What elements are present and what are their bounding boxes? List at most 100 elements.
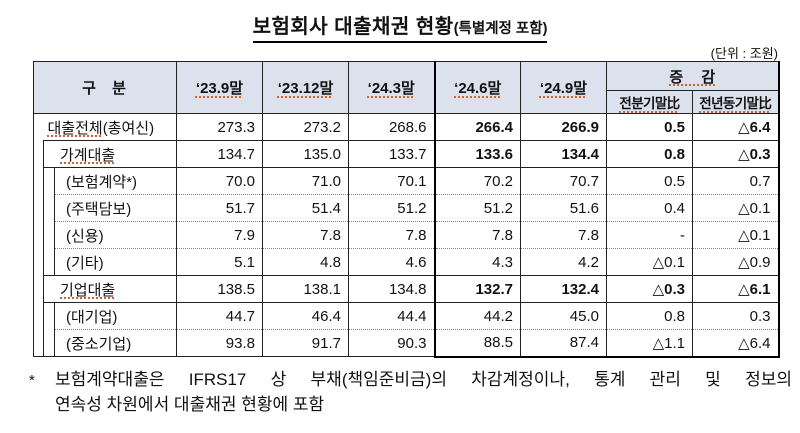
value-cell: - [606, 221, 693, 249]
value-cell: 7.8 [262, 221, 349, 249]
indent-cell [43, 167, 55, 276]
value-cell: 0.5 [606, 167, 693, 195]
row-label: (주택담보) [54, 194, 177, 222]
row-label: (보험계약*) [54, 167, 177, 195]
value-cell: 51.2 [433, 194, 521, 222]
value-cell: 134.7 [176, 140, 263, 168]
value-cell: 134.8 [348, 275, 435, 303]
value-cell: 51.4 [262, 194, 349, 222]
unit-label: (단위 : 조원) [710, 46, 778, 61]
value-cell: 0.3 [692, 302, 780, 330]
value-cell: 138.5 [176, 275, 263, 303]
value-cell: 51.2 [348, 194, 435, 222]
value-cell: 133.6 [433, 140, 521, 168]
value-cell: 4.3 [433, 248, 521, 276]
value-cell: 268.6 [348, 113, 435, 141]
row-total: 대출전체(총여신) 273.3 273.2 268.6 266.4 266.9 … [33, 113, 780, 141]
loan-table-wrap: 구 분 ‘23.9말 ‘23.12말 ‘24.3말 ‘24.6말 ‘24.9말 … [33, 61, 780, 358]
header-change-group: 증 감 [606, 61, 780, 91]
row-insurance-contract: (보험계약*) 70.0 71.0 70.1 70.2 70.7 0.5 0.7 [34, 167, 780, 276]
value-cell: 7.9 [176, 221, 263, 249]
value-cell: 44.7 [176, 302, 263, 330]
value-cell: △6.4 [692, 329, 780, 358]
value-cell: 70.1 [348, 167, 435, 195]
title-underline: 보험회사 대출채권 현황(특별계정 포함) [252, 10, 548, 43]
value-cell: 266.9 [520, 113, 607, 141]
header-period-24-3: ‘24.3말 [348, 61, 435, 114]
footnote: * 보험계약대출은 IFRS17 상 부채(책임준비금)의 차감계정이나, 통계… [29, 367, 792, 417]
value-cell: 133.7 [348, 140, 435, 168]
value-cell: △0.1 [692, 221, 780, 249]
value-cell: 132.4 [520, 275, 607, 303]
value-cell: 0.8 [606, 302, 693, 330]
footnote-text: 보험계약대출은 IFRS17 상 부채(책임준비금)의 차감계정이나, 통계 관… [55, 367, 792, 417]
value-cell: 5.1 [176, 248, 263, 276]
indent-cell [33, 140, 44, 357]
row-label: 가계대출 [43, 140, 177, 168]
page-title: 보험회사 대출채권 현황(특별계정 포함) [0, 10, 800, 43]
row-large-corp: (대기업) 44.7 46.4 44.4 44.2 45.0 0.8 0.3 [34, 302, 780, 357]
value-cell: 0.5 [606, 113, 693, 141]
header-period-24-6: ‘24.6말 [433, 61, 521, 114]
row-mortgage: (주택담보) 51.7 51.4 51.2 51.2 51.6 0.4 △0.1 [34, 194, 780, 222]
footnote-marker: * [29, 372, 35, 389]
row-label: (기타) [54, 248, 177, 276]
row-label: (신용) [54, 221, 177, 249]
row-label: (대기업) [54, 302, 177, 330]
header-change-qoq: 전분기말比 [606, 90, 693, 114]
value-cell: △0.1 [692, 194, 780, 222]
value-cell: 134.4 [520, 140, 607, 168]
value-cell: 135.0 [262, 140, 349, 168]
value-cell: △6.4 [692, 113, 780, 141]
indent-cell [33, 113, 44, 141]
row-credit: (신용) 7.9 7.8 7.8 7.8 7.8 - △0.1 [34, 221, 780, 249]
value-cell: 0.4 [606, 194, 693, 222]
title-paren: (특별계정 포함) [453, 21, 548, 37]
value-cell: 7.8 [433, 221, 521, 249]
value-cell: △0.3 [692, 140, 780, 168]
value-cell: 7.8 [520, 221, 607, 249]
value-cell: △1.1 [606, 329, 693, 358]
header-change-yoy: 전년동기말比 [692, 90, 780, 114]
value-cell: 51.6 [520, 194, 607, 222]
value-cell: 132.7 [433, 275, 521, 303]
row-household: 가계대출 134.7 135.0 133.7 133.6 134.4 0.8 △… [33, 140, 780, 357]
loan-table: 구 분 ‘23.9말 ‘23.12말 ‘24.3말 ‘24.6말 ‘24.9말 … [33, 61, 780, 358]
row-label: 대출전체(총여신) [43, 113, 177, 141]
value-cell: 91.7 [262, 329, 349, 357]
value-cell: 4.2 [520, 248, 607, 276]
value-cell: 93.8 [176, 329, 263, 357]
row-etc: (기타) 5.1 4.8 4.6 4.3 4.2 △0.1 △0.9 [34, 248, 780, 276]
value-cell: 51.7 [176, 194, 263, 222]
row-corporate: 기업대출 138.5 138.1 134.8 132.7 132.4 △0.3 … [34, 275, 780, 303]
value-cell: 90.3 [348, 329, 435, 357]
header-period-23-12: ‘23.12말 [262, 61, 349, 114]
value-cell: 138.1 [262, 275, 349, 303]
value-cell: 70.2 [433, 167, 521, 195]
value-cell: 46.4 [262, 302, 349, 330]
row-label: (중소기업) [54, 329, 177, 357]
header-category: 구 분 [33, 61, 177, 114]
value-cell: 71.0 [262, 167, 349, 195]
value-cell: 44.4 [348, 302, 435, 330]
header-period-23-9: ‘23.9말 [176, 61, 263, 114]
value-cell: 70.0 [176, 167, 263, 195]
value-cell: 4.8 [262, 248, 349, 276]
footnote-line-2: 연속성 차원에서 대출채권 현황에 포함 [55, 395, 325, 414]
value-cell: 88.5 [433, 329, 521, 358]
value-cell: 7.8 [348, 221, 435, 249]
footnote-line-1: 보험계약대출은 IFRS17 상 부채(책임준비금)의 차감계정이나, 통계 관… [55, 370, 792, 389]
header-period-24-9: ‘24.9말 [520, 61, 607, 114]
value-cell: 273.3 [176, 113, 263, 141]
value-cell: △0.1 [606, 248, 693, 276]
value-cell: 0.8 [606, 140, 693, 168]
value-cell: 273.2 [262, 113, 349, 141]
value-cell: △0.9 [692, 248, 780, 276]
value-cell: 4.6 [348, 248, 435, 276]
value-cell: △6.1 [692, 275, 780, 303]
value-cell: 0.7 [692, 167, 780, 195]
indent-cell [43, 302, 55, 357]
row-label: 기업대출 [43, 275, 177, 303]
value-cell: △0.3 [606, 275, 693, 303]
